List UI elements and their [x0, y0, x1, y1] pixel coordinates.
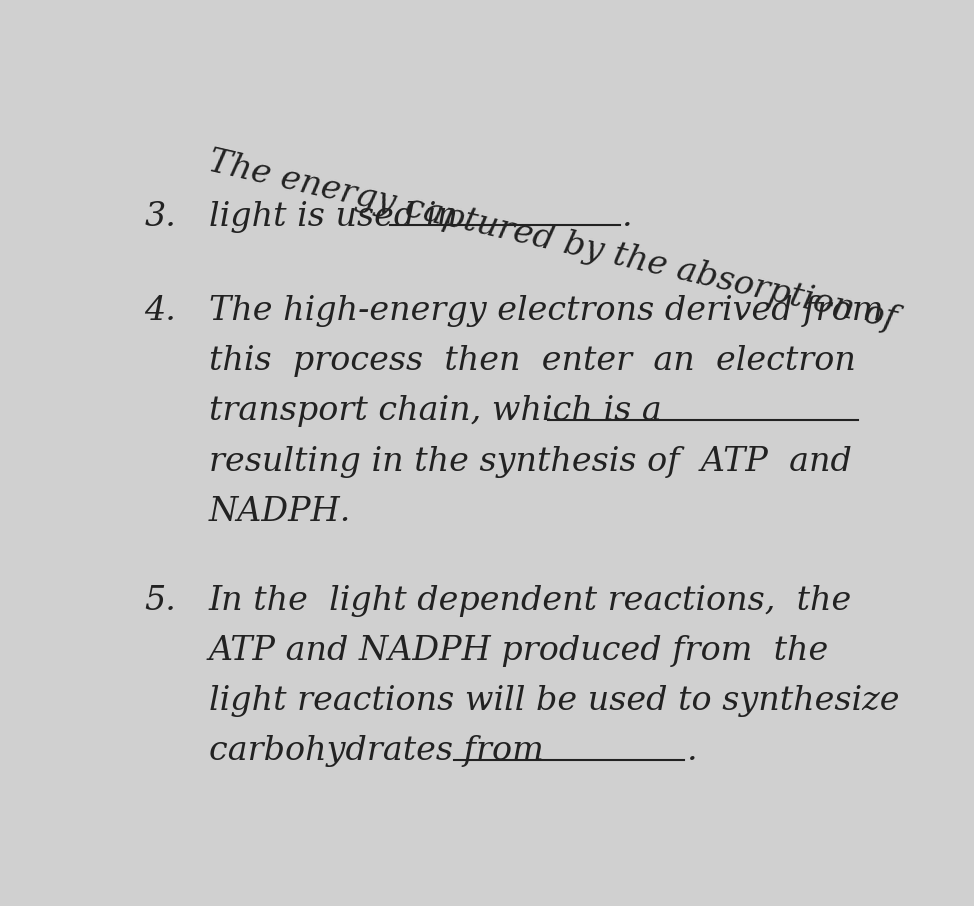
- Text: .: .: [687, 736, 697, 767]
- Text: In the  light dependent reactions,  the: In the light dependent reactions, the: [208, 584, 852, 617]
- Text: .: .: [621, 201, 632, 233]
- Text: The energy captured by the absorption of: The energy captured by the absorption of: [205, 146, 899, 335]
- Text: resulting in the synthesis of  ATP  and: resulting in the synthesis of ATP and: [208, 446, 851, 477]
- Text: light is used in: light is used in: [208, 201, 458, 233]
- Text: NADPH.: NADPH.: [208, 496, 351, 528]
- Text: carbohydrates from: carbohydrates from: [208, 736, 543, 767]
- Text: this  process  then  enter  an  electron: this process then enter an electron: [208, 345, 855, 377]
- Text: The high-energy electrons derived from: The high-energy electrons derived from: [208, 295, 883, 327]
- Text: 3.: 3.: [144, 201, 176, 233]
- Text: ATP and NADPH produced from  the: ATP and NADPH produced from the: [208, 635, 829, 667]
- Text: 5.: 5.: [144, 584, 176, 617]
- Text: light reactions will be used to synthesize: light reactions will be used to synthesi…: [208, 685, 899, 717]
- Text: transport chain, which is a: transport chain, which is a: [208, 396, 661, 428]
- Text: 4.: 4.: [144, 295, 176, 327]
